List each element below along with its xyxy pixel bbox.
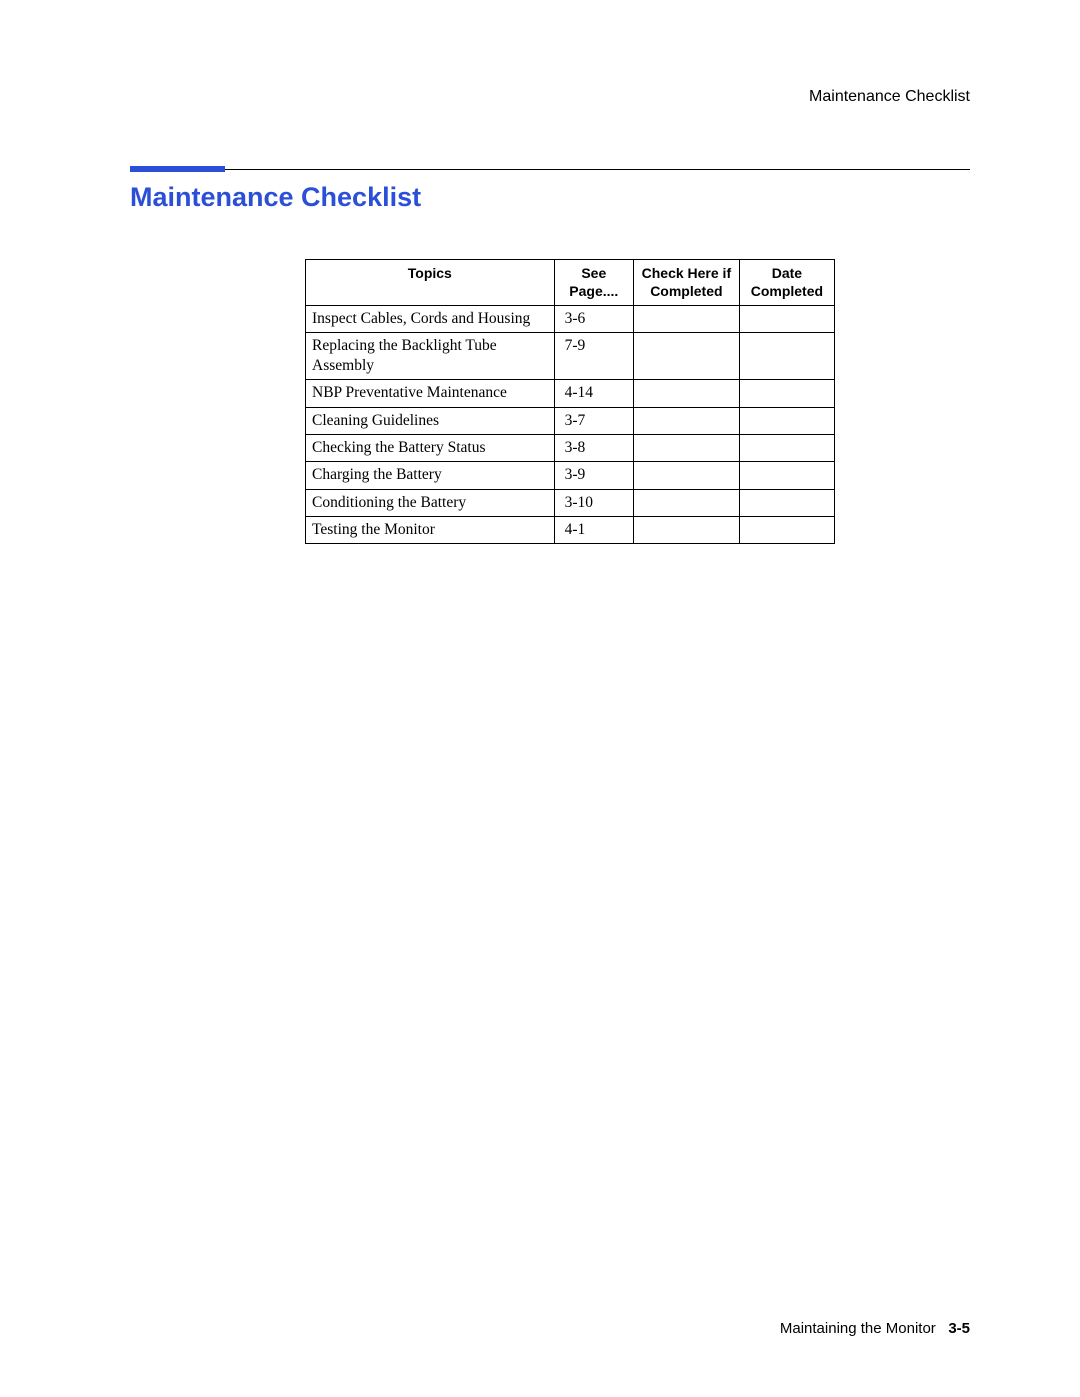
table-row: Conditioning the Battery 3-10 xyxy=(306,489,835,516)
table-row: NBP Preventative Maintenance 4-14 xyxy=(306,380,835,407)
cell-topic: Testing the Monitor xyxy=(306,517,555,544)
page-footer: Maintaining the Monitor 3-5 xyxy=(780,1320,970,1337)
cell-page: 3-8 xyxy=(554,434,633,461)
cell-date[interactable] xyxy=(739,333,834,380)
footer-chapter: Maintaining the Monitor xyxy=(780,1320,936,1337)
table-row: Replacing the Backlight Tube Assembly 7-… xyxy=(306,333,835,380)
col-header-topics: Topics xyxy=(306,260,555,306)
cell-page: 3-10 xyxy=(554,489,633,516)
table-row: Cleaning Guidelines 3-7 xyxy=(306,407,835,434)
page: Maintenance Checklist Maintenance Checkl… xyxy=(0,0,1080,1397)
cell-check[interactable] xyxy=(633,434,739,461)
cell-topic: Checking the Battery Status xyxy=(306,434,555,461)
cell-topic: Conditioning the Battery xyxy=(306,489,555,516)
cell-date[interactable] xyxy=(739,434,834,461)
cell-topic: Inspect Cables, Cords and Housing xyxy=(306,306,555,333)
cell-check[interactable] xyxy=(633,306,739,333)
footer-page-number: 3-5 xyxy=(948,1320,970,1337)
thin-rule xyxy=(225,169,970,170)
table-row: Testing the Monitor 4-1 xyxy=(306,517,835,544)
cell-check[interactable] xyxy=(633,517,739,544)
cell-page: 3-6 xyxy=(554,306,633,333)
cell-page: 7-9 xyxy=(554,333,633,380)
cell-date[interactable] xyxy=(739,407,834,434)
table-row: Checking the Battery Status 3-8 xyxy=(306,434,835,461)
col-header-see-page: See Page.... xyxy=(554,260,633,306)
checklist-table-wrap: Topics See Page.... Check Here if Comple… xyxy=(305,259,835,544)
title-rule xyxy=(130,166,970,172)
section-title: Maintenance Checklist xyxy=(130,182,970,213)
cell-check[interactable] xyxy=(633,462,739,489)
cell-check[interactable] xyxy=(633,333,739,380)
cell-topic: Cleaning Guidelines xyxy=(306,407,555,434)
col-header-check: Check Here if Completed xyxy=(633,260,739,306)
cell-topic: Replacing the Backlight Tube Assembly xyxy=(306,333,555,380)
cell-page: 3-7 xyxy=(554,407,633,434)
cell-date[interactable] xyxy=(739,462,834,489)
table-row: Inspect Cables, Cords and Housing 3-6 xyxy=(306,306,835,333)
checklist-table: Topics See Page.... Check Here if Comple… xyxy=(305,259,835,544)
cell-check[interactable] xyxy=(633,407,739,434)
cell-date[interactable] xyxy=(739,489,834,516)
cell-topic: NBP Preventative Maintenance xyxy=(306,380,555,407)
cell-check[interactable] xyxy=(633,489,739,516)
cell-topic: Charging the Battery xyxy=(306,462,555,489)
cell-date[interactable] xyxy=(739,306,834,333)
cell-page: 3-9 xyxy=(554,462,633,489)
cell-page: 4-1 xyxy=(554,517,633,544)
col-header-date: Date Completed xyxy=(739,260,834,306)
accent-bar xyxy=(130,166,225,172)
cell-date[interactable] xyxy=(739,517,834,544)
table-body: Inspect Cables, Cords and Housing 3-6 Re… xyxy=(306,306,835,544)
cell-page: 4-14 xyxy=(554,380,633,407)
cell-check[interactable] xyxy=(633,380,739,407)
table-row: Charging the Battery 3-9 xyxy=(306,462,835,489)
cell-date[interactable] xyxy=(739,380,834,407)
table-header-row: Topics See Page.... Check Here if Comple… xyxy=(306,260,835,306)
running-head: Maintenance Checklist xyxy=(130,88,970,106)
